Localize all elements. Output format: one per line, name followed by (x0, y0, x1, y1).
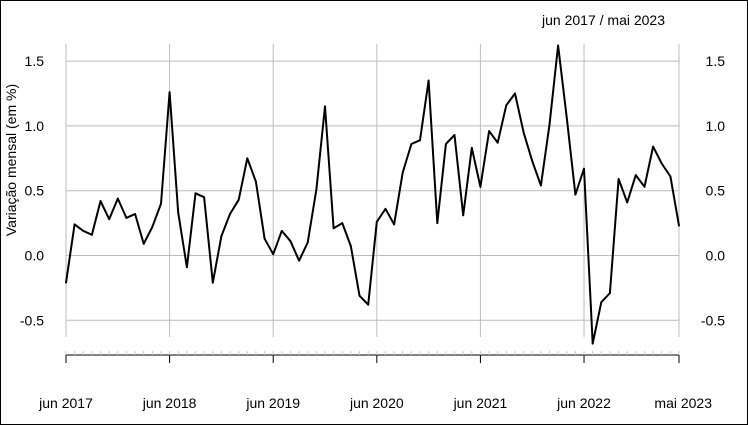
data-point (514, 92, 516, 95)
y-tick-label: 0.0 (706, 248, 726, 264)
data-point (263, 237, 266, 240)
chart-subtitle: jun 2017 / mai 2023 (541, 12, 665, 28)
x-tick-label: mai 2023 (654, 395, 712, 411)
x-tick-label: jun 2020 (349, 395, 404, 411)
data-point (91, 233, 93, 236)
data-point (600, 301, 603, 304)
data-point (436, 222, 439, 225)
horizontal-gridlines (66, 60, 679, 321)
data-point (358, 294, 361, 297)
data-point (220, 235, 223, 237)
data-point (410, 143, 413, 145)
data-point (65, 281, 67, 284)
data-point (522, 131, 525, 134)
data-point (488, 130, 490, 132)
data-point (237, 198, 240, 201)
data-point (168, 91, 171, 94)
x-tick-label: jun 2022 (556, 395, 611, 411)
data-point (583, 167, 585, 170)
x-tick-label: jun 2017 (38, 395, 93, 411)
data-point (350, 245, 352, 248)
data-point (177, 211, 180, 214)
data-point (401, 171, 404, 174)
data-point (470, 147, 473, 149)
data-point (211, 281, 214, 284)
data-point (341, 222, 344, 225)
data-point (419, 139, 421, 142)
data-point (574, 193, 577, 196)
data-point (548, 123, 551, 126)
data-point (367, 303, 370, 306)
y-tick-label: -0.5 (701, 312, 725, 328)
data-point (125, 217, 128, 219)
data-point (591, 342, 594, 345)
data-point (453, 134, 456, 136)
data-point (151, 226, 154, 228)
data-point (332, 227, 335, 230)
data-point (565, 117, 568, 120)
y-tick-label: -0.5 (20, 312, 44, 328)
data-point (229, 213, 231, 215)
y-tick-labels-right: 1.5 1.0 0.5 0.0 -0.5 (701, 53, 725, 328)
data-point (557, 44, 560, 47)
x-tick-label: jun 2021 (453, 395, 508, 411)
data-point (194, 192, 197, 195)
data-point (660, 162, 663, 165)
data-point (462, 214, 465, 217)
data-point (289, 240, 292, 243)
y-tick-label: 0.5 (25, 183, 45, 199)
y-tick-label: 1.5 (706, 53, 726, 69)
data-point (427, 79, 430, 82)
data-point (678, 224, 680, 227)
data-point (73, 223, 76, 226)
data-point (496, 141, 499, 144)
x-tick-label: jun 2018 (142, 395, 197, 411)
data-point (306, 241, 309, 244)
data-point (82, 229, 85, 232)
data-point (479, 185, 482, 188)
data-point (324, 105, 326, 108)
y-tick-label: 0.5 (706, 183, 726, 199)
data-point (315, 188, 318, 191)
data-point (617, 178, 620, 180)
series-group (65, 44, 680, 345)
y-tick-labels-left: 1.5 1.0 0.5 0.0 -0.5 (20, 53, 44, 328)
data-point (505, 104, 508, 107)
data-point (384, 207, 387, 210)
data-point (280, 229, 283, 232)
data-point (255, 180, 257, 183)
data-point (609, 292, 611, 294)
data-point (99, 200, 102, 202)
data-point (444, 143, 447, 145)
data-point (531, 159, 534, 162)
data-point (160, 202, 162, 205)
data-point (272, 253, 275, 256)
data-point (108, 218, 111, 221)
data-point (142, 242, 145, 245)
data-point (203, 196, 206, 199)
data-point (134, 213, 136, 215)
data-point (375, 220, 378, 223)
data-point (652, 145, 654, 148)
data-point (539, 184, 542, 187)
data-point (626, 201, 629, 204)
series-line (65, 44, 680, 345)
y-tick-label: 1.5 (25, 53, 45, 69)
y-axis-title: Variação mensal (em %) (3, 84, 19, 236)
x-axis: jun 2017 jun 2018 jun 2019 jun 2020 jun 2021… (38, 351, 712, 411)
x-tick-label: jun 2019 (245, 395, 300, 411)
data-point (643, 185, 646, 188)
data-point (116, 197, 119, 200)
y-tick-label: 1.0 (706, 118, 726, 134)
y-tick-label: 0.0 (25, 248, 45, 264)
data-point (393, 223, 395, 226)
data-point (669, 175, 672, 178)
data-point (246, 157, 249, 160)
data-point (298, 259, 301, 262)
y-tick-label: 1.0 (25, 118, 45, 134)
data-point (185, 266, 188, 269)
data-point (634, 174, 637, 177)
